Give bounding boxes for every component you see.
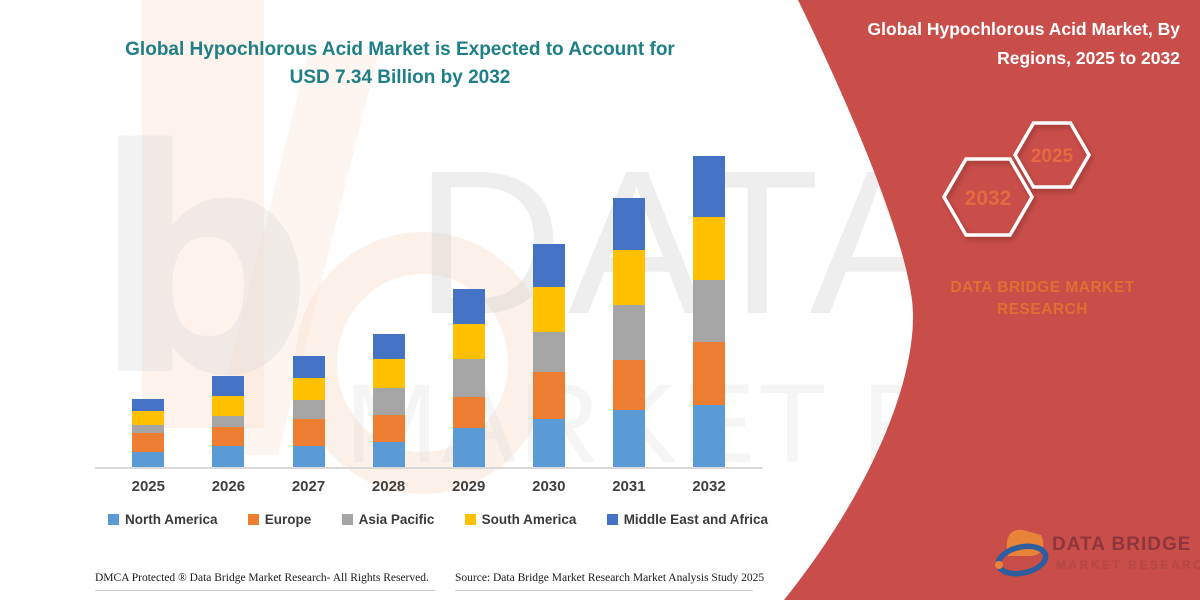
x-axis-label-2029: 2029	[452, 478, 486, 495]
logo-orange-dot	[995, 561, 1003, 569]
bar-2030-europe	[532, 372, 565, 419]
logo-blue-ring	[995, 543, 1049, 577]
dbmr-logo-icon	[995, 529, 1049, 577]
bar-2025-europe	[132, 433, 165, 453]
legend-label: Middle East and Africa	[623, 512, 768, 527]
bar-2029-europe	[452, 397, 485, 428]
bar-2031-south-america	[612, 250, 645, 306]
panel-header-line-2: Regions, 2025 to 2032	[997, 48, 1180, 68]
panel-header: Global Hypochlorous Acid Market, By Regi…	[800, 15, 1180, 73]
bar-2027-south-america	[292, 378, 325, 400]
watermark-logo-ring	[295, 232, 550, 494]
hexagon-2032-outline	[941, 157, 1035, 237]
x-axis-line	[95, 467, 763, 469]
footer-source-text: Source: Data Bridge Market Research Mark…	[455, 572, 765, 584]
legend-label: Europe	[264, 512, 312, 527]
bar-2028-asia-pacific	[372, 388, 405, 416]
legend-label: South America	[481, 512, 577, 527]
bar-2027-europe	[292, 419, 325, 446]
bar-2025-north-america	[132, 452, 165, 467]
legend-item-middle-east-and-africa: Middle East and Africa	[606, 512, 768, 527]
footer-rule-left	[95, 590, 435, 591]
bar-2031-north-america	[612, 410, 645, 467]
hexagon-2025-outline	[1012, 121, 1092, 189]
bar-2027-asia-pacific	[292, 400, 325, 420]
panel-brand-line-2: RESEARCH	[997, 301, 1088, 318]
bar-2029-asia-pacific	[452, 359, 485, 398]
bar-2032-middle-east-and-africa	[693, 156, 725, 217]
x-axis-label-2028: 2028	[371, 478, 406, 495]
footer-rule-right	[455, 590, 753, 591]
x-axis-label-2027: 2027	[291, 478, 326, 495]
bar-2025-middle-east-and-africa	[132, 399, 165, 412]
x-axis-label-2030: 2030	[532, 478, 566, 495]
bar-2025-south-america	[132, 411, 165, 426]
bar-2026-north-america	[212, 445, 245, 467]
legend-marker	[247, 514, 259, 525]
legend-marker	[606, 514, 618, 525]
bar-2031-middle-east-and-africa	[612, 198, 645, 251]
bar-2029-north-america	[452, 427, 485, 467]
legend-label: North America	[125, 512, 218, 527]
chart-title-line-2: USD 7.34 Billion by 2032	[289, 67, 511, 88]
bar-2031-europe	[612, 360, 645, 411]
panel-brand-line-1: DATA BRIDGE MARKET	[950, 279, 1135, 296]
legend-marker	[464, 514, 476, 525]
panel-header-line-1: Global Hypochlorous Acid Market, By	[867, 19, 1180, 39]
bar-2030-asia-pacific	[532, 332, 565, 373]
footer-dmca-text: DMCA Protected ® Data Bridge Market Rese…	[95, 572, 429, 584]
bar-2029-middle-east-and-africa	[452, 288, 485, 324]
bar-2028-middle-east-and-africa	[372, 334, 405, 360]
legend-marker	[108, 514, 119, 525]
legend-marker	[341, 514, 353, 525]
bar-2030-north-america	[532, 418, 565, 467]
legend-item-asia-pacific: Asia Pacific	[341, 512, 435, 527]
bar-2029-south-america	[452, 323, 485, 360]
bar-2026-south-america	[212, 395, 245, 416]
x-axis-label-2026: 2026	[211, 478, 246, 495]
legend-item-north-america: North America	[108, 512, 218, 527]
bar-2026-asia-pacific	[212, 415, 245, 427]
legend-item-south-america: South America	[464, 512, 577, 527]
bar-2028-south-america	[372, 359, 405, 389]
hexagon-2032-label: 2032	[965, 187, 1012, 210]
bar-2030-middle-east-and-africa	[532, 244, 565, 288]
bar-2027-north-america	[292, 445, 325, 467]
bar-2028-europe	[372, 415, 405, 442]
chart-title: Global Hypochlorous Acid Market is Expec…	[45, 36, 755, 92]
bar-2032-europe	[693, 342, 725, 406]
x-axis-label-2032: 2032	[692, 478, 726, 495]
bar-2032-asia-pacific	[693, 279, 725, 342]
bar-2025-asia-pacific	[132, 425, 165, 434]
bar-2031-asia-pacific	[612, 305, 645, 361]
legend-label: Asia Pacific	[358, 512, 435, 527]
hexagon-2025-label: 2025	[1031, 146, 1074, 167]
watermark-letter-b: b	[92, 84, 314, 445]
x-axis-label-2031: 2031	[612, 478, 646, 495]
logo-orange-shape	[1006, 529, 1044, 557]
bar-2030-south-america	[532, 287, 565, 333]
bar-2026-europe	[212, 426, 245, 446]
bar-2028-north-america	[372, 442, 405, 467]
bar-2032-south-america	[693, 217, 725, 280]
x-axis-label-2025: 2025	[131, 478, 165, 495]
bar-2027-middle-east-and-africa	[292, 355, 325, 379]
bar-2032-north-america	[693, 405, 725, 467]
chart-title-line-1: Global Hypochlorous Acid Market is Expec…	[125, 39, 675, 60]
bar-2026-middle-east-and-africa	[212, 375, 245, 396]
legend-item-europe: Europe	[247, 512, 312, 527]
logo-wordmark-line-2: MARKET RESEARCH	[1056, 558, 1200, 572]
logo-wordmark-line-1: DATA BRIDGE	[1052, 534, 1192, 555]
chart-legend: North America Europe Asia Pacific South Ame…	[108, 512, 768, 527]
panel-brand-text: DATA BRIDGE MARKET RESEARCH	[930, 277, 1155, 321]
